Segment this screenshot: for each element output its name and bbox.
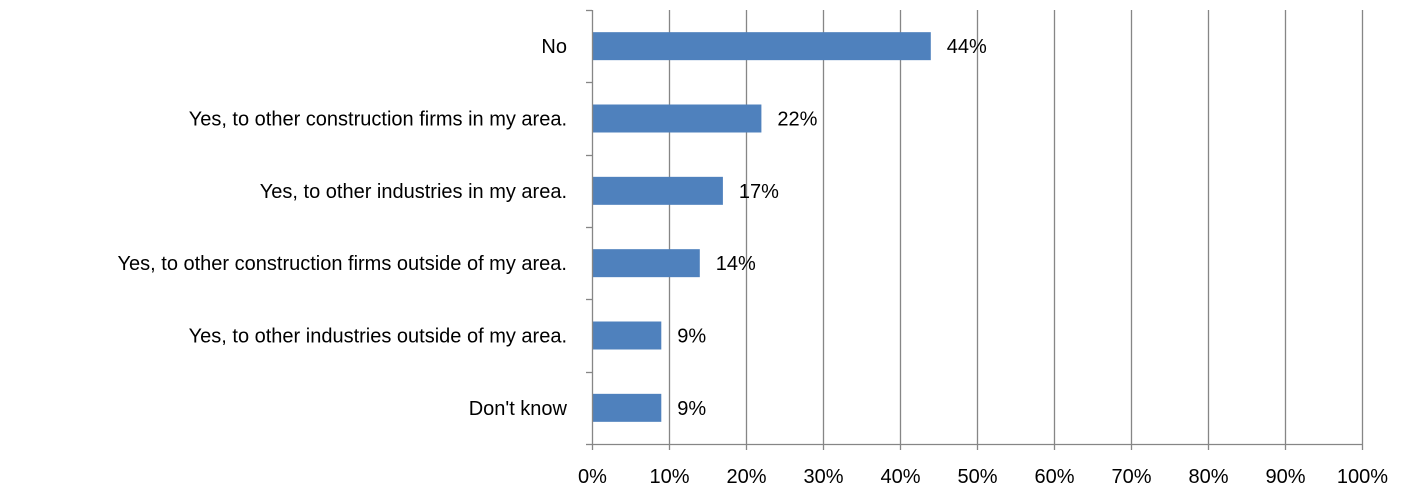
bar	[593, 104, 762, 133]
x-tick-label: 30%	[803, 466, 843, 488]
value-label: 44%	[947, 36, 987, 58]
bar	[593, 32, 931, 61]
x-tick-label: 100%	[1337, 466, 1388, 488]
bar	[593, 321, 662, 350]
value-label: 17%	[739, 181, 779, 203]
labels: 0% 10% 20% 30% 40% 50% 60% 70% 80% 90% 100% No 44% Ye…	[118, 36, 1389, 488]
category-label: Yes, to other construction firms outside…	[118, 253, 567, 275]
bar	[593, 393, 662, 422]
x-tick-label: 50%	[957, 466, 997, 488]
x-tick-label: 80%	[1188, 466, 1228, 488]
x-tick-label: 0%	[578, 466, 607, 488]
axes	[586, 9, 1364, 450]
value-label: 9%	[677, 398, 706, 420]
category-label: Yes, to other industries outside of my a…	[189, 326, 567, 348]
category-label: Don't know	[469, 398, 568, 420]
x-tick-label: 90%	[1265, 466, 1305, 488]
value-label: 9%	[677, 326, 706, 348]
bar	[593, 176, 723, 205]
gridlines	[668, 10, 1364, 444]
value-label: 14%	[716, 253, 756, 275]
category-label: Yes, to other industries in my area.	[260, 181, 567, 203]
x-tick-label: 10%	[649, 466, 689, 488]
x-tick-label: 60%	[1034, 466, 1074, 488]
category-label: Yes, to other construction firms in my a…	[189, 109, 567, 131]
category-label: No	[541, 36, 567, 58]
value-label: 22%	[777, 109, 817, 131]
x-tick-label: 20%	[726, 466, 766, 488]
x-tick-label: 40%	[880, 466, 920, 488]
x-tick-label: 70%	[1111, 466, 1151, 488]
bar	[593, 249, 700, 278]
bars	[593, 32, 931, 422]
